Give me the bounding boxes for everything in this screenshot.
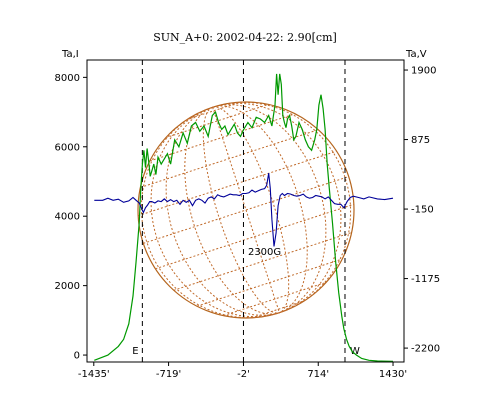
y-right-tick-label: -150: [411, 205, 434, 216]
parallel-line: [187, 101, 241, 120]
parallel-line: [251, 300, 305, 319]
y-right-tick-label: -2200: [411, 344, 440, 355]
y-left-tick-label: 4000: [55, 212, 80, 223]
parallel-line: [173, 232, 352, 291]
x-axis: -1435' -719' -2' 714' 1430': [78, 362, 407, 380]
meridian-line: [150, 106, 280, 318]
y-left-tick-label: 6000: [55, 142, 80, 153]
polarization-series-line: [94, 173, 394, 247]
left-y-axis: 0 2000 4000 6000 8000: [55, 73, 87, 362]
field-strength-annotation: 2300G: [248, 247, 281, 258]
plot-frame: [86, 59, 405, 363]
right-axis-title: Ta,V: [405, 49, 427, 60]
meridian-line: [184, 106, 280, 315]
chart-title: SUN_A+0: 2002-04-22: 2.90[cm]: [153, 31, 337, 44]
y-left-tick-label: 0: [74, 351, 80, 362]
meridian-line: [212, 101, 352, 314]
y-right-tick-label: 1900: [411, 66, 436, 77]
meridian-line: [212, 102, 342, 314]
right-y-axis: -2200 -1175 -150 875 1900: [404, 66, 440, 355]
y-left-tick-label: 2000: [55, 281, 80, 292]
parallel-line: [140, 129, 319, 188]
y-left-tick-label: 8000: [55, 73, 80, 84]
intensity-series-line: [94, 73, 394, 362]
meridian-line: [202, 106, 280, 314]
y-right-tick-label: -1175: [411, 274, 440, 285]
x-tick-label: -719': [156, 369, 181, 380]
parallel-line: [149, 113, 296, 162]
east-limb-label: E: [132, 346, 138, 357]
meridian-line: [165, 106, 280, 316]
x-tick-label: 1430': [379, 369, 407, 380]
x-tick-label: -2': [237, 369, 250, 380]
x-tick-label: 714': [307, 369, 329, 380]
meridian-line: [212, 107, 280, 313]
west-limb-label: W: [350, 346, 360, 357]
y-right-tick-label: 875: [411, 135, 430, 146]
parallel-line: [137, 150, 337, 217]
parallel-line: [155, 203, 355, 270]
parallel-line: [196, 258, 343, 307]
left-axis-title: Ta,I: [61, 49, 79, 60]
x-tick-label: -1435': [78, 369, 110, 380]
solar-disk-grid: [137, 101, 355, 319]
